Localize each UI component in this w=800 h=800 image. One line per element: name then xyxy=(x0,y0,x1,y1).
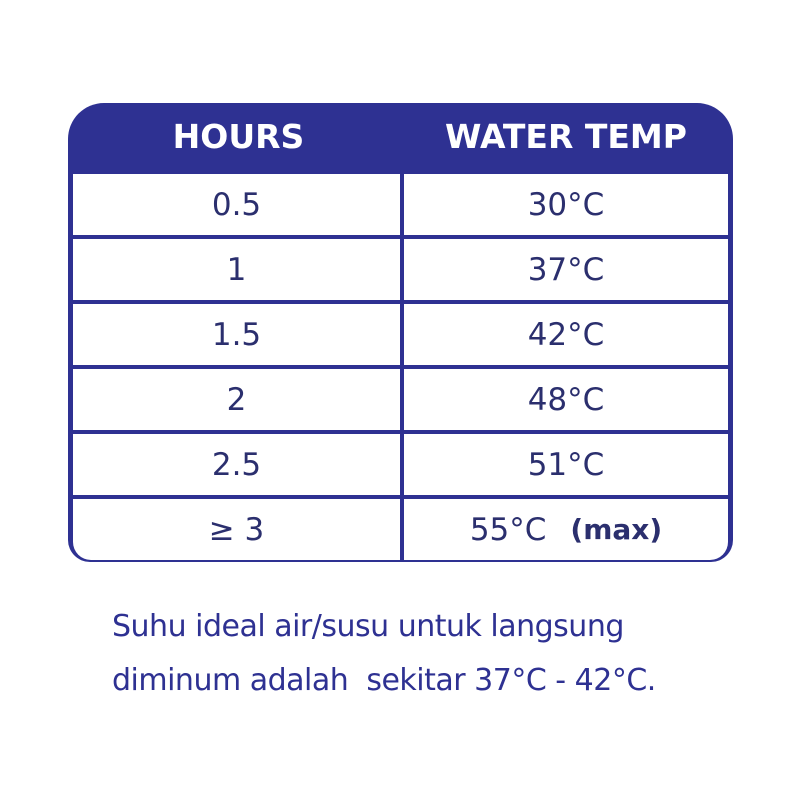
header-water-temp: WATER TEMP xyxy=(445,117,687,156)
hours-cell: 2 xyxy=(73,369,400,430)
table-row: 1.5 42°C xyxy=(73,304,728,365)
table-row: 2 48°C xyxy=(73,369,728,430)
max-label: (max) xyxy=(570,513,663,546)
temp-cell: 48°C xyxy=(404,369,728,430)
caption-line-2: diminum adalah sekitar 37°C - 42°C. xyxy=(112,663,656,698)
table-header: HOURS WATER TEMP xyxy=(73,103,728,170)
table-row: 0.5 30°C xyxy=(73,174,728,235)
header-hours: HOURS xyxy=(172,117,305,156)
temp-value: 37°C xyxy=(527,251,605,288)
table-row: 2.5 51°C xyxy=(73,434,728,495)
temperature-table: HOURS WATER TEMP 0.5 30°C 1 37°C 1.5 42°C 2 48°… xyxy=(68,103,733,562)
table-row: 1 37°C xyxy=(73,239,728,300)
caption: Suhu ideal air/susu untuk langsung dimin… xyxy=(112,600,656,708)
hours-cell: 2.5 xyxy=(73,434,400,495)
temp-value: 42°C xyxy=(527,316,605,353)
temp-cell: 51°C xyxy=(404,434,728,495)
hours-cell: 0.5 xyxy=(73,174,400,235)
temp-cell: 37°C xyxy=(404,239,728,300)
temp-value: 51°C xyxy=(527,446,605,483)
table-row: ≥ 3 55°C (max) xyxy=(73,499,728,560)
hours-cell: 1 xyxy=(73,239,400,300)
hours-cell: ≥ 3 xyxy=(73,499,400,560)
temp-value: 48°C xyxy=(527,381,605,418)
temp-cell: 55°C (max) xyxy=(404,499,728,560)
temp-value: 55°C xyxy=(469,511,547,548)
hours-cell: 1.5 xyxy=(73,304,400,365)
temp-cell: 42°C xyxy=(404,304,728,365)
temp-value: 30°C xyxy=(527,186,605,223)
caption-line-1: Suhu ideal air/susu untuk langsung xyxy=(112,609,624,644)
temp-cell: 30°C xyxy=(404,174,728,235)
